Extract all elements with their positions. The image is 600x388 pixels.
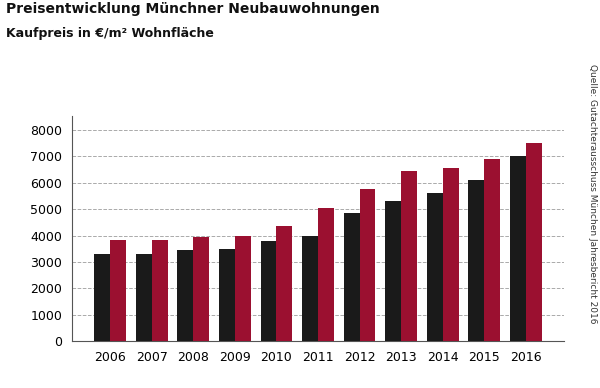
Text: Preisentwicklung Münchner Neubauwohnungen: Preisentwicklung Münchner Neubauwohnunge… (6, 2, 380, 16)
Text: Kaufpreis in €/m² Wohnfläche: Kaufpreis in €/m² Wohnfläche (6, 27, 214, 40)
Bar (178, 250, 193, 341)
Bar (302, 236, 318, 341)
Bar (235, 236, 251, 341)
Bar (136, 254, 152, 341)
Bar (443, 168, 458, 341)
Bar (427, 193, 443, 341)
Bar (193, 237, 209, 341)
Bar (344, 213, 359, 341)
Bar (219, 249, 235, 341)
Bar (484, 159, 500, 341)
Bar (359, 189, 376, 341)
Bar (260, 241, 277, 341)
Bar (385, 201, 401, 341)
Bar (469, 180, 484, 341)
Bar (526, 144, 542, 341)
Text: Quelle: Gutachterausschuss München Jahresbericht 2016: Quelle: Gutachterausschuss München Jahre… (588, 64, 597, 324)
Bar (152, 240, 167, 341)
Bar (318, 208, 334, 341)
Bar (277, 226, 292, 341)
Bar (401, 171, 417, 341)
Bar (110, 240, 126, 341)
Bar (94, 254, 110, 341)
Bar (510, 156, 526, 341)
